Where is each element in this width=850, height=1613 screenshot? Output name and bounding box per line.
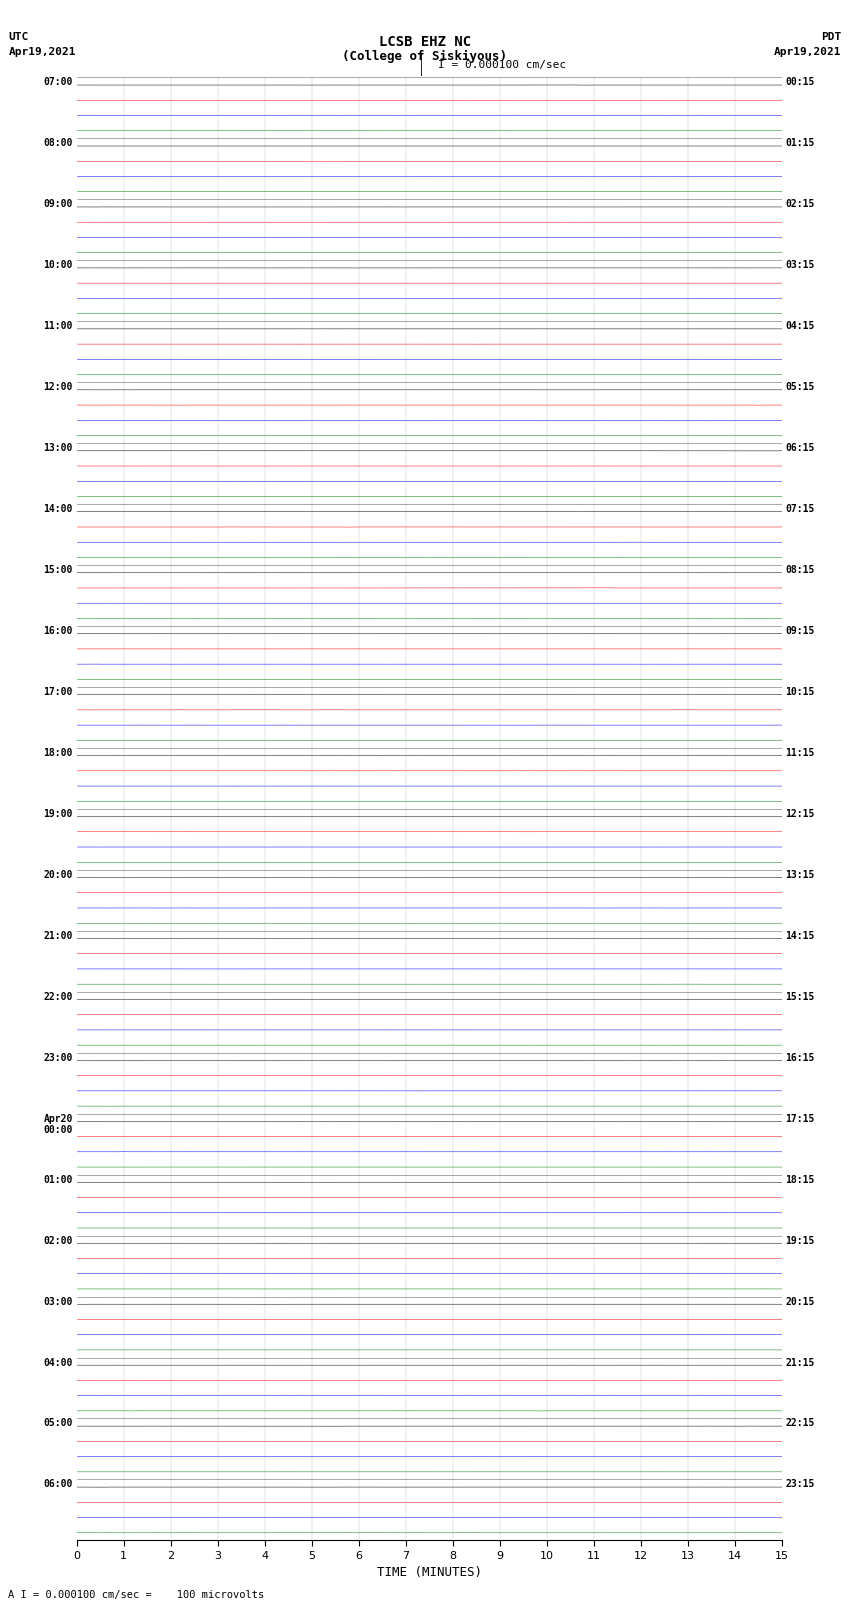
Text: 22:00: 22:00 <box>43 992 73 1002</box>
Text: 23:00: 23:00 <box>43 1053 73 1063</box>
Text: 18:15: 18:15 <box>785 1174 815 1184</box>
Text: 03:15: 03:15 <box>785 260 815 271</box>
Text: Apr20
00:00: Apr20 00:00 <box>43 1113 73 1136</box>
Text: 09:00: 09:00 <box>43 200 73 210</box>
Text: 13:00: 13:00 <box>43 444 73 453</box>
Text: PDT: PDT <box>821 32 842 42</box>
Text: 00:15: 00:15 <box>785 77 815 87</box>
Text: 08:15: 08:15 <box>785 565 815 576</box>
Text: 02:00: 02:00 <box>43 1236 73 1245</box>
Text: 05:15: 05:15 <box>785 382 815 392</box>
Text: 18:00: 18:00 <box>43 748 73 758</box>
Text: 03:00: 03:00 <box>43 1297 73 1307</box>
Text: 12:15: 12:15 <box>785 810 815 819</box>
Text: 10:00: 10:00 <box>43 260 73 271</box>
Text: 04:15: 04:15 <box>785 321 815 331</box>
Text: 21:00: 21:00 <box>43 931 73 940</box>
Text: Apr19,2021: Apr19,2021 <box>8 47 76 56</box>
Text: I = 0.000100 cm/sec: I = 0.000100 cm/sec <box>438 60 566 69</box>
Text: 20:15: 20:15 <box>785 1297 815 1307</box>
Text: 17:00: 17:00 <box>43 687 73 697</box>
Text: 16:00: 16:00 <box>43 626 73 636</box>
Text: 15:15: 15:15 <box>785 992 815 1002</box>
Text: 23:15: 23:15 <box>785 1479 815 1489</box>
Text: UTC: UTC <box>8 32 29 42</box>
Text: 17:15: 17:15 <box>785 1113 815 1124</box>
Text: A I = 0.000100 cm/sec =    100 microvolts: A I = 0.000100 cm/sec = 100 microvolts <box>8 1590 264 1600</box>
Text: 01:00: 01:00 <box>43 1174 73 1184</box>
Text: 14:15: 14:15 <box>785 931 815 940</box>
Text: 14:00: 14:00 <box>43 505 73 515</box>
X-axis label: TIME (MINUTES): TIME (MINUTES) <box>377 1566 482 1579</box>
Text: 19:15: 19:15 <box>785 1236 815 1245</box>
Text: 06:00: 06:00 <box>43 1479 73 1489</box>
Text: LCSB EHZ NC: LCSB EHZ NC <box>379 35 471 50</box>
Text: 07:00: 07:00 <box>43 77 73 87</box>
Text: 06:15: 06:15 <box>785 444 815 453</box>
Text: 10:15: 10:15 <box>785 687 815 697</box>
Text: (College of Siskiyous): (College of Siskiyous) <box>343 50 507 63</box>
Text: 16:15: 16:15 <box>785 1053 815 1063</box>
Text: 07:15: 07:15 <box>785 505 815 515</box>
Text: 20:00: 20:00 <box>43 869 73 879</box>
Text: 13:15: 13:15 <box>785 869 815 879</box>
Text: 11:00: 11:00 <box>43 321 73 331</box>
Text: 04:00: 04:00 <box>43 1358 73 1368</box>
Text: 15:00: 15:00 <box>43 565 73 576</box>
Text: 01:15: 01:15 <box>785 139 815 148</box>
Text: Apr19,2021: Apr19,2021 <box>774 47 842 56</box>
Text: 05:00: 05:00 <box>43 1418 73 1429</box>
Text: 02:15: 02:15 <box>785 200 815 210</box>
Text: 21:15: 21:15 <box>785 1358 815 1368</box>
Text: 09:15: 09:15 <box>785 626 815 636</box>
Text: 12:00: 12:00 <box>43 382 73 392</box>
Text: 11:15: 11:15 <box>785 748 815 758</box>
Text: 22:15: 22:15 <box>785 1418 815 1429</box>
Text: 08:00: 08:00 <box>43 139 73 148</box>
Text: 19:00: 19:00 <box>43 810 73 819</box>
